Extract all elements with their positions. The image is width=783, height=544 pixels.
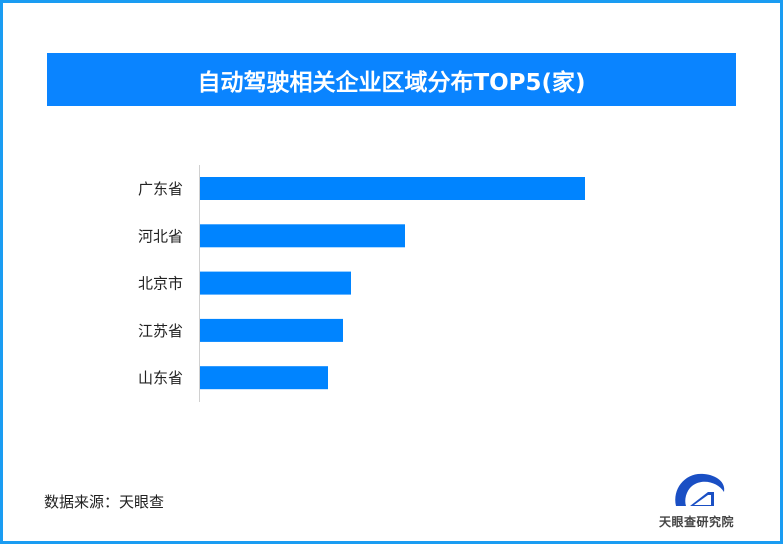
bar-4: [200, 366, 328, 390]
logo-text: 天眼查研究院: [659, 515, 735, 529]
chart-title: 自动驾驶相关企业区域分布TOP5(家): [47, 53, 736, 106]
category-label: 广东省: [138, 180, 183, 198]
bar-3: [200, 318, 343, 342]
category-label: 北京市: [138, 275, 183, 293]
category-label: 河北省: [138, 227, 183, 245]
bar-0: [200, 177, 585, 200]
data-source: 数据来源：天眼查: [44, 493, 165, 511]
tianyancha-logo-icon: [675, 473, 725, 506]
bar-2: [200, 271, 351, 295]
category-label: 江苏省: [138, 322, 183, 340]
category-label: 山东省: [138, 369, 183, 387]
bar-1: [200, 224, 405, 248]
